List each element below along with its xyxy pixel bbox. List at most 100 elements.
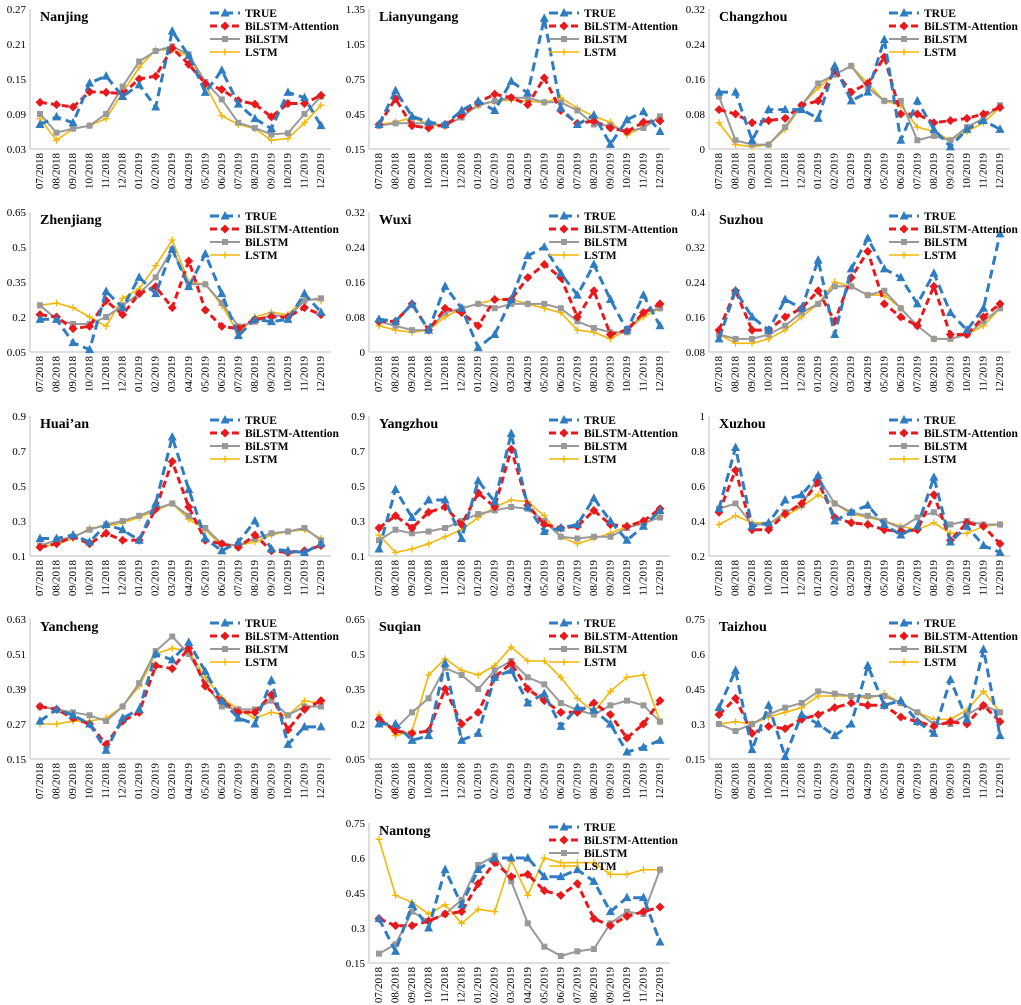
series-line xyxy=(717,233,1002,340)
attention-marker xyxy=(780,724,790,734)
x-tick-label: 06/2019 xyxy=(895,763,907,800)
bilstm-marker xyxy=(732,728,739,734)
x-tick-label: 09/2018 xyxy=(746,560,758,597)
true-marker xyxy=(605,719,615,728)
bilstm-marker xyxy=(392,941,399,948)
y-tick-label: 0.45 xyxy=(346,109,366,121)
legend-entry: BiLSTM-Attention xyxy=(210,631,340,643)
legend-entry: BiLSTM xyxy=(889,237,968,249)
x-tick-label: 10/2018 xyxy=(763,763,775,800)
x-tick-label: 04/2019 xyxy=(862,560,874,597)
x-tick-label: 01/2019 xyxy=(133,763,145,800)
x-tick-label: 08/2019 xyxy=(249,560,261,597)
bilstm-marker xyxy=(831,500,838,507)
true-marker xyxy=(589,110,599,119)
x-tick-label: 07/2019 xyxy=(911,153,923,190)
x-tick-label: 02/2019 xyxy=(489,967,501,1004)
true-marker xyxy=(559,822,569,831)
x-tick-label: 09/2019 xyxy=(265,560,277,597)
bilstm-marker xyxy=(425,528,432,535)
x-tick-label: 12/2019 xyxy=(654,763,666,800)
true-marker xyxy=(407,298,417,308)
true-marker xyxy=(559,415,569,424)
true-marker xyxy=(151,288,161,298)
attention-marker xyxy=(490,295,500,304)
bilstm-marker xyxy=(657,113,663,120)
x-tick-label: 05/2019 xyxy=(538,356,550,393)
attention-marker xyxy=(912,109,922,119)
series-line xyxy=(719,38,1001,149)
legend-entry: LSTM xyxy=(210,47,278,59)
attention-marker xyxy=(846,518,856,528)
true-marker xyxy=(780,104,790,114)
x-tick-label: 08/2019 xyxy=(928,763,940,800)
true-marker xyxy=(589,493,599,502)
legend-entry: BiLSTM-Attention xyxy=(549,428,679,440)
true-marker xyxy=(962,714,972,723)
series-lstm xyxy=(36,46,325,144)
attention-marker xyxy=(655,902,665,912)
bilstm-marker xyxy=(218,96,225,103)
true-marker xyxy=(490,329,500,338)
true-marker xyxy=(830,60,840,70)
x-tick-label: 01/2019 xyxy=(472,153,484,190)
x-tick-label: 10/2018 xyxy=(423,153,435,190)
legend-label: TRUE xyxy=(924,618,956,630)
legend-entry: BiLSTM xyxy=(210,237,289,249)
bilstm-marker xyxy=(640,125,647,131)
legend-entry: TRUE xyxy=(210,415,277,427)
attention-marker xyxy=(945,330,955,339)
series-bilstm-attention xyxy=(714,465,1005,549)
true-marker xyxy=(572,119,582,128)
true-marker xyxy=(589,259,599,268)
bilstm-marker xyxy=(765,141,772,148)
x-tick-label: 07/2019 xyxy=(911,560,923,597)
true-marker xyxy=(101,519,111,528)
x-tick-label: 11/2018 xyxy=(779,763,791,799)
true-marker xyxy=(316,120,326,130)
bilstm-marker xyxy=(409,908,416,915)
x-tick-label: 08/2019 xyxy=(249,153,261,190)
true-marker xyxy=(638,521,648,530)
y-tick-label: 0.27 xyxy=(7,4,27,16)
bilstm-marker xyxy=(185,512,192,519)
series-line xyxy=(377,76,661,133)
y-tick-label: 0.15 xyxy=(346,144,366,156)
bilstm-marker xyxy=(251,125,258,131)
true-marker xyxy=(962,124,972,133)
legend-entry: LSTM xyxy=(210,250,278,262)
attention-marker xyxy=(589,286,599,296)
true-marker xyxy=(780,294,790,303)
x-tick-label: 08/2019 xyxy=(588,356,600,393)
attention-marker xyxy=(85,321,95,331)
y-tick-label: 0.7 xyxy=(12,446,26,458)
attention-marker xyxy=(101,528,111,538)
true-marker xyxy=(714,503,724,513)
series-line xyxy=(378,646,661,737)
series-line xyxy=(718,476,1000,529)
true-marker xyxy=(714,702,724,712)
x-tick-label: 03/2019 xyxy=(166,153,178,190)
y-tick-label: 0.09 xyxy=(7,109,27,121)
true-marker xyxy=(266,316,276,326)
attention-marker xyxy=(490,89,500,99)
attention-marker xyxy=(167,664,177,674)
attention-marker xyxy=(747,325,757,335)
series-bilstm xyxy=(376,852,663,959)
bilstm-marker xyxy=(169,633,176,640)
bilstm-marker xyxy=(901,646,907,652)
x-tick-label: 11/2019 xyxy=(298,763,310,799)
bilstm-marker xyxy=(574,107,581,114)
true-marker xyxy=(655,735,665,744)
bilstm-marker xyxy=(508,504,515,510)
true-marker xyxy=(506,294,516,303)
true-marker xyxy=(85,719,95,728)
bilstm-marker xyxy=(103,111,110,117)
true-marker xyxy=(523,698,533,707)
bilstm-marker xyxy=(901,239,907,245)
bilstm-marker xyxy=(475,686,482,692)
true-marker xyxy=(559,211,569,220)
series-bilstm-attention xyxy=(714,52,1005,128)
true-marker xyxy=(118,91,128,100)
true-marker xyxy=(407,899,417,909)
